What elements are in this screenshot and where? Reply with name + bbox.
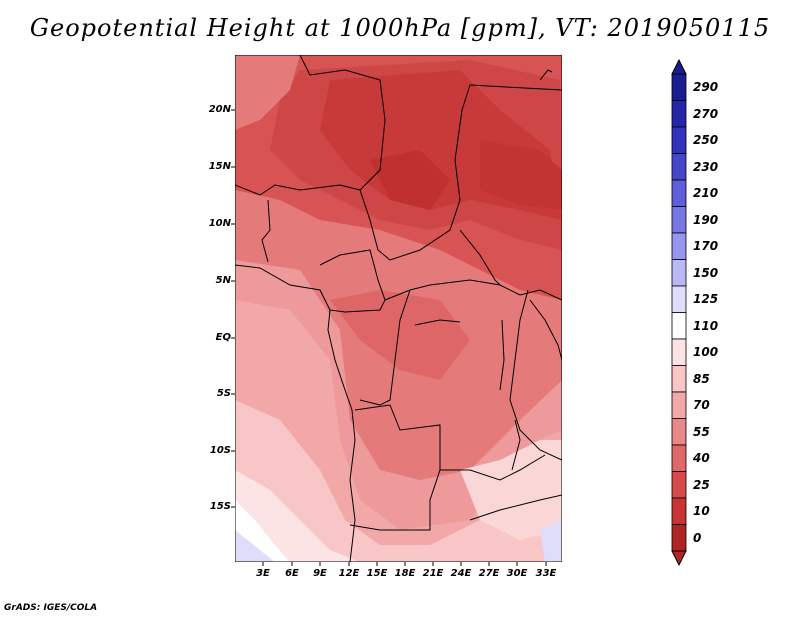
colorbar-label: 55	[693, 424, 710, 439]
colorbar-label: 125	[693, 292, 719, 306]
colorbar-label: 25	[693, 477, 710, 492]
colorbar-segment	[671, 524, 687, 552]
colorbar-segment	[671, 497, 687, 525]
lon-label-21e: 21E	[422, 568, 444, 579]
lat-label-15n: 15N	[208, 161, 231, 172]
colorbar-segment	[671, 179, 687, 207]
colorbar-segment	[671, 100, 687, 128]
colorbar-label: 85	[693, 371, 710, 386]
colorbar-label: 190	[693, 212, 719, 227]
field-region-nw	[235, 55, 300, 130]
field-region-se-blue	[540, 520, 562, 562]
lon-label-15e: 15E	[366, 568, 388, 579]
colorbar-segment	[671, 391, 687, 419]
colorbar-segment	[671, 338, 687, 366]
colorbar-segment	[671, 444, 687, 472]
colorbar-segment	[671, 471, 687, 499]
colorbar-label: 250	[693, 133, 719, 147]
lon-label-33e: 33E	[535, 568, 557, 579]
field-region-center	[330, 290, 470, 380]
lat-label-eq: EQ	[215, 332, 231, 343]
colorbar-label: 100	[693, 345, 719, 359]
colorbar-label: 0	[693, 530, 702, 545]
lat-label-20n: 20N	[208, 104, 231, 115]
lat-label-5n: 5N	[215, 275, 231, 286]
colorbar-segment	[671, 206, 687, 234]
lon-label-3e: 3E	[256, 568, 270, 579]
colorbar-top-arrow	[671, 58, 687, 75]
colorbar-segment	[671, 285, 687, 313]
colorbar-segment	[671, 259, 687, 287]
field-region-north-5	[480, 140, 562, 210]
colorbar-segment	[671, 418, 687, 446]
lon-label-18e: 18E	[394, 568, 416, 579]
colorbar-segment	[671, 153, 687, 181]
colorbar-segment	[671, 312, 687, 340]
axis-ticks	[231, 109, 547, 566]
credit-text: GrADS: IGES/COLA	[4, 603, 98, 613]
colorbar-segment	[671, 73, 687, 101]
field-region-north-4	[370, 150, 450, 210]
lon-label-24e: 24E	[450, 568, 472, 579]
map-field	[235, 55, 562, 562]
lon-label-12e: 12E	[338, 568, 360, 579]
lon-label-30e: 30E	[506, 568, 528, 579]
lon-label-9e: 9E	[313, 568, 327, 579]
colorbar-label: 150	[693, 265, 719, 280]
lat-label-10n: 10N	[208, 218, 231, 229]
colorbar-label: 170	[693, 239, 719, 253]
colorbar-bottom-arrow	[671, 550, 687, 567]
lat-label-15s: 15S	[209, 501, 231, 512]
colorbar	[671, 58, 687, 567]
colorbar-label: 70	[693, 398, 710, 412]
colorbar-segment	[671, 126, 687, 154]
colorbar-label: 290	[693, 80, 719, 94]
field-region-south-3	[235, 400, 562, 562]
lon-label-27e: 27E	[478, 568, 500, 579]
lat-label-10s: 10S	[209, 445, 231, 456]
colorbar-label: 270	[693, 106, 719, 121]
colorbar-label: 40	[693, 451, 710, 465]
field-region-sw-blue	[235, 530, 275, 562]
country-borders	[235, 55, 562, 562]
colorbar-label: 230	[693, 159, 719, 174]
lat-label-5s: 5S	[216, 388, 231, 399]
colorbar-label: 10	[693, 504, 710, 518]
colorbar-segment	[671, 365, 687, 393]
chart-title: Geopotential Height at 1000hPa [gpm], VT…	[29, 14, 771, 42]
colorbar-label: 110	[693, 318, 719, 333]
colorbar-segment	[671, 232, 687, 260]
lon-label-6e: 6E	[285, 568, 299, 579]
colorbar-label: 210	[693, 186, 719, 200]
